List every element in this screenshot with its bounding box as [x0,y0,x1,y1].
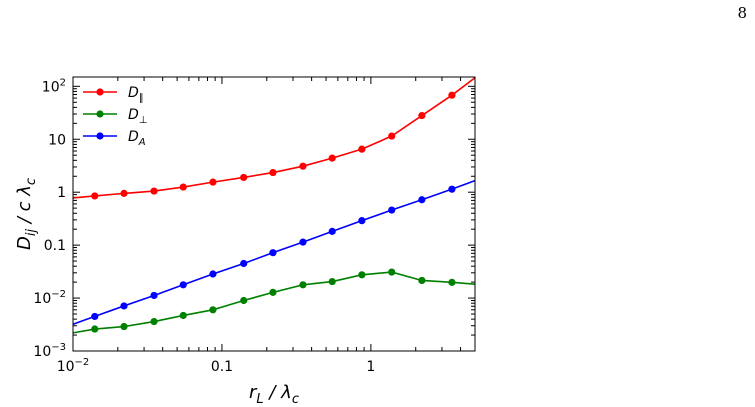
data-point [150,187,158,195]
y-axis-title: Dij / c λc [14,178,39,250]
legend-marker [96,132,104,140]
x-tick-label: 0.1 [211,359,233,375]
data-point [209,178,217,186]
data-point [209,270,217,278]
data-point [120,302,128,310]
data-point [240,173,248,182]
series-0 [72,77,476,200]
data-point [358,217,366,225]
legend-entry: D⊥ [83,107,148,126]
data-point [328,277,336,286]
legend-entry: D∥ [83,85,144,104]
data-point [358,271,366,279]
data-point [299,238,307,246]
x-tick-label: 1 [366,359,375,375]
legend-marker [96,88,104,96]
y-tick-label: 10−3 [33,342,66,360]
data-point [120,322,128,331]
plot-frame [72,76,476,352]
data-point [328,227,336,235]
y-tick-label: 102 [42,77,66,95]
y-tick-label: 10 [48,132,66,148]
data-point [448,278,456,286]
legend-entry: DA [83,129,146,148]
y-tick-label: 0.1 [44,238,66,254]
series-1 [72,268,476,334]
series-layer [72,77,476,334]
y-tick-label: 1 [57,185,66,201]
data-point [388,206,396,214]
data-point [388,268,396,276]
legend-label: DA [128,129,146,148]
data-point [91,312,99,321]
data-point [179,311,187,320]
data-point [299,281,307,289]
data-point [328,154,336,162]
legend-label: D∥ [128,85,144,104]
axis-ticks [72,77,476,352]
data-point [209,306,217,314]
page-number: 8 [737,4,747,22]
data-point [388,132,396,140]
data-point [448,185,456,193]
data-point [418,276,426,285]
data-point [150,317,158,326]
data-point [150,291,158,300]
axis-titles: rL / λc Dij / c λc [14,178,299,407]
data-point [448,91,456,99]
series-2 [72,179,476,326]
x-tick-label: 10−2 [57,357,90,375]
data-point [179,281,187,289]
data-point [179,183,187,191]
data-point [358,145,366,153]
data-point [418,111,426,120]
legend-label: D⊥ [128,107,148,126]
data-point [240,259,248,268]
data-point [91,325,99,333]
legend: D∥ D⊥ DA [83,85,148,148]
data-point [269,249,277,257]
data-point [418,196,426,204]
legend-marker [96,110,104,118]
data-point [120,189,128,197]
x-axis-title: rL / λc [249,382,299,407]
data-point [240,296,248,305]
data-point [269,168,277,177]
y-tick-label: 10−2 [33,289,66,307]
data-point [299,162,307,170]
data-point [269,288,277,296]
data-point [91,192,99,200]
